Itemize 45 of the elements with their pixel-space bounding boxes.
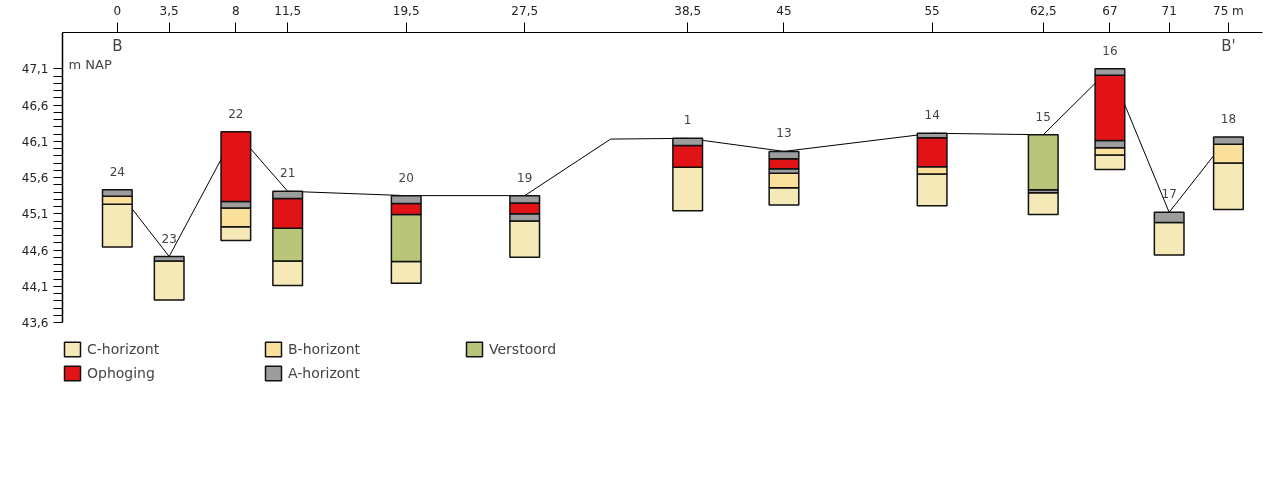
annotation: 15 [1035,109,1051,124]
annotation: 24 [109,164,125,179]
legend-label: Verstoord [489,341,558,357]
y-tick-label: 47,1 [21,62,49,77]
bar [1027,133,1059,191]
x-tick-label: 27,5 [511,3,539,18]
x-tick-label: 67 [1102,3,1118,18]
x-tick-label: 38,5 [674,3,702,18]
y-tick-label: 46,6 [21,98,49,113]
annotation: 16 [1102,43,1118,58]
annotation: 17 [1161,187,1177,202]
x-tick-label: 75 m [1213,3,1244,18]
y-tick-label: 44,6 [21,243,49,258]
annotation: 20 [398,170,414,185]
annotation: B [112,36,123,55]
legend-label: A-horizont [288,365,361,381]
y-tick-label: 46,1 [21,134,49,149]
y-axis-title: m NAP [68,56,112,72]
y-tick-label: 44,1 [21,279,49,294]
x-tick-label: 55 [924,3,940,18]
x-tick-label: 45 [776,3,792,18]
x-tick-label: 19,5 [392,3,420,18]
x-tick-label: 3,5 [159,3,179,18]
annotation: 23 [161,231,177,246]
annotation: 21 [280,166,296,181]
bar [1027,191,1059,216]
annotation: 19 [517,170,533,185]
legend-label: Ophoging [87,365,156,381]
x-tick-label: 0 [113,3,122,18]
legend-label: B-horizont [288,341,362,357]
y-tick-label: 45,6 [21,171,49,185]
annotation: 13 [776,126,792,141]
x-tick-label: 71 [1161,3,1177,18]
x-tick-label: 62,5 [1029,3,1057,18]
y-tick-label: 45,1 [21,207,49,222]
annotation: 1 [683,113,692,128]
annotation: 18 [1220,111,1237,126]
legend-label: C-horizont [87,341,161,357]
annotation: B' [1221,36,1236,55]
annotation: 22 [228,106,244,121]
x-tick-label: 11,5 [274,3,302,18]
x-tick-label: 8 [232,3,240,18]
y-tick-label: 43,6 [21,316,49,330]
bar [153,260,185,301]
annotation: 14 [924,108,940,123]
